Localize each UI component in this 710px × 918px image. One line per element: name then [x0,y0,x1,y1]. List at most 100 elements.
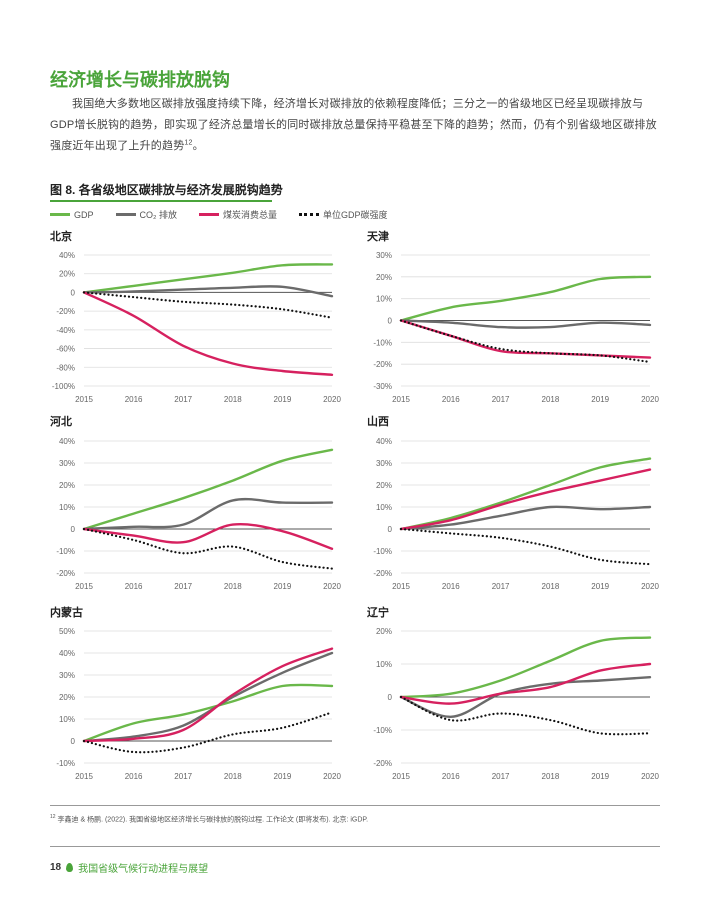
x-tick-label: 2015 [75,582,93,591]
series-line-co2 [82,285,334,298]
x-tick-label: 2019 [274,772,292,781]
y-tick-label: 0 [388,525,393,534]
legend-item-coal: 煤炭消费总量 [199,208,277,221]
chart-panel-2: 河北 40% 30% 20% 10% 0 -10% -20%2015 2016 2017 2018 2… [50,414,341,591]
y-tick-label: 0 [388,317,393,326]
series-line-coal [399,662,652,705]
series-line-co2 [399,319,652,329]
y-tick-label: -40% [56,326,75,335]
x-tick-label: 2018 [542,772,560,781]
y-tick-label: 20% [59,693,75,702]
y-tick-label: -30% [373,382,392,391]
panel-title: 天津 [367,229,389,243]
y-tick-label: -10% [373,338,392,347]
x-tick-label: 2020 [323,772,341,781]
legend-swatch-co2 [115,213,136,216]
y-tick-label: -10% [56,547,75,556]
chart-panel-3: 山西 40% 30% 20% 10% 0 -10% -20%2015 2016 2017 2018 2… [367,414,659,591]
x-tick-label: 2019 [591,772,609,781]
series-line-coal [82,291,334,376]
footnote-rule [50,805,660,806]
series-line-gdp [82,683,334,743]
page-footer-rule [50,846,660,847]
page-footer-title: 我国省级气候行动进程与展望 [78,864,209,875]
y-tick-label: 20% [59,270,75,279]
y-tick-label: 40% [59,437,75,446]
series-line-gdp [82,263,334,294]
series-line-co2 [399,505,652,531]
series-line-coal [82,523,334,550]
paragraph-end: 。 [192,140,204,152]
y-tick-label: -20% [56,569,75,578]
x-tick-label: 2017 [492,395,510,404]
chart-panel-4: 内蒙古 50% 40% 30% 20% 10% 0 -10%2015 2016 2017 2018 2… [50,605,341,781]
x-tick-label: 2019 [274,582,292,591]
y-tick-label: 20% [376,273,392,282]
footnote-number: 12 [50,814,56,820]
figure-title: 图 8. 各省级地区碳排放与经济发展脱钩趋势 [50,181,283,198]
x-tick-label: 2020 [641,772,659,781]
y-tick-label: 20% [376,627,392,636]
y-tick-label: 0 [71,737,76,746]
y-tick-label: -60% [56,345,75,354]
y-tick-label: 0 [71,525,76,534]
figure-title-rule [50,200,272,202]
y-tick-label: 20% [59,481,75,490]
y-tick-label: 20% [376,481,392,490]
x-tick-label: 2016 [442,395,460,404]
chart-panel-5: 辽宁 20% 10% 0 -10% -20%2015 2016 2017 2018 2019 202… [367,605,659,781]
series-line-intensity [82,291,334,319]
x-tick-label: 2016 [442,582,460,591]
series-line-intensity [399,319,652,364]
y-tick-label: -20% [373,759,392,768]
x-tick-label: 2019 [274,395,292,404]
y-tick-label: 10% [376,295,392,304]
x-tick-label: 2017 [174,772,192,781]
y-tick-label: 40% [59,251,75,260]
legend-swatch-intensity [299,213,320,216]
chart-panel-0: 北京 40% 20% 0 -20% -40% -60% -80% -100%2015 2016 20… [50,229,341,404]
x-tick-label: 2018 [224,395,242,404]
legend-swatch-coal [199,213,220,216]
paragraph-text: 我国绝大多数地区碳排放强度持续下降，经济增长对碳排放的依赖程度降低；三分之一的省… [50,98,657,152]
y-tick-label: 30% [376,251,392,260]
series-line-gdp [399,636,652,699]
y-tick-label: -20% [56,307,75,316]
series-line-gdp [82,448,334,531]
legend-label-coal: 煤炭消费总量 [223,210,278,220]
page-number: 18 [50,862,62,873]
x-tick-label: 2017 [492,582,510,591]
series-line-coal [399,468,652,531]
x-tick-label: 2015 [392,582,410,591]
y-tick-label: -20% [373,569,392,578]
y-tick-label: -20% [373,360,392,369]
panel-title: 河北 [50,414,72,428]
y-tick-label: 40% [376,437,392,446]
x-tick-label: 2019 [591,582,609,591]
y-tick-label: 30% [376,459,392,468]
y-tick-label: -10% [373,726,392,735]
x-tick-label: 2016 [125,772,143,781]
series-line-intensity [82,527,334,570]
x-tick-label: 2015 [392,772,410,781]
paragraph-ref: 12 [184,139,193,147]
y-tick-label: 0 [71,288,76,297]
panel-title: 山西 [367,414,389,428]
page-footer: 18 我国省级气候行动进程与展望 [50,860,208,875]
chart-panel-1: 天津 30% 20% 10% 0 -10% -20% -30%2015 2016 2017 2018… [367,229,659,404]
series-line-gdp [399,457,652,531]
x-tick-label: 2020 [323,395,341,404]
figure-caption: 各省级地区碳排放与经济发展脱钩趋势 [78,183,283,197]
series-line-co2 [399,676,652,719]
legend-label-gdp: GDP [74,209,94,220]
y-tick-label: -100% [52,382,75,391]
intro-paragraph: 我国绝大多数地区碳排放强度持续下降，经济增长对碳排放的依赖程度降低；三分之一的省… [50,94,660,157]
y-tick-label: 40% [59,649,75,658]
y-tick-label: 0 [388,693,393,702]
legend-item-intensity: 单位GDP碳强度 [299,208,388,221]
x-tick-label: 2018 [542,582,560,591]
section-title: 经济增长与碳排放脱钩 [50,70,230,90]
y-tick-label: 10% [59,715,75,724]
footnote: 12 李鑫迪 & 杨鹏. (2022). 我国省级地区经济增长与碳排放的脱钩过程… [50,814,368,824]
